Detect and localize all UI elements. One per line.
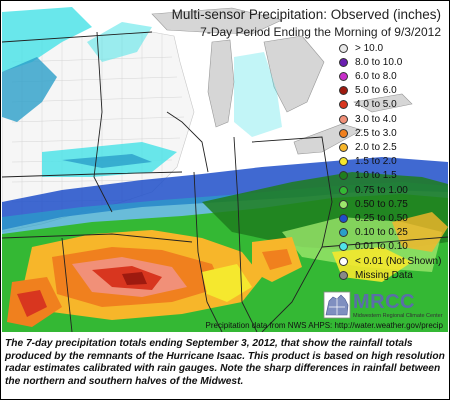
legend-label: 6.0 to 8.0 — [355, 70, 397, 82]
legend-item: 0.75 to 1.00 — [339, 183, 408, 197]
map-subtitle: 7-Day Period Ending the Morning of 9/3/2… — [200, 25, 441, 39]
legend-label: 2.5 to 3.0 — [355, 127, 397, 139]
legend-label: 0.75 to 1.00 — [355, 184, 408, 196]
legend-swatch — [339, 142, 348, 152]
legend-swatch — [339, 242, 348, 252]
legend-item: 8.0 to 10.0 — [339, 55, 402, 69]
precipitation-map — [2, 2, 448, 332]
legend-label: 5.0 to 6.0 — [355, 85, 397, 97]
legend-label: < 0.01 (Not Shown) — [355, 255, 442, 267]
county-grid — [11, 33, 185, 227]
legend-swatch — [339, 228, 348, 238]
legend-label: Missing Data — [355, 269, 413, 281]
logo-subtext: Midwestern Regional Climate Center — [353, 313, 443, 319]
legend-swatch — [339, 213, 348, 223]
legend-swatch — [339, 157, 348, 167]
lake-ontario — [353, 93, 413, 113]
legend-item: 3.0 to 4.0 — [339, 112, 397, 126]
legend-label: 1.5 to 2.0 — [355, 156, 397, 168]
legend-item: 2.5 to 3.0 — [339, 126, 397, 140]
light-rain-band-dakota — [2, 57, 57, 122]
map-title: Multi-sensor Precipitation: Observed (in… — [171, 7, 441, 22]
legend-swatch — [339, 171, 348, 181]
legend-item: 0.50 to 0.75 — [339, 197, 408, 211]
legend-item: 1.0 to 1.5 — [339, 169, 397, 183]
legend-swatch — [339, 43, 348, 53]
legend-item: > 10.0 — [339, 41, 383, 55]
legend-swatch — [339, 71, 348, 81]
legend-label: 0.01 to 0.10 — [355, 241, 408, 253]
legend-item: 5.0 to 6.0 — [339, 84, 397, 98]
legend-item: 0.10 to 0.25 — [339, 226, 408, 240]
light-rain-band-north — [2, 7, 92, 72]
legend-label: 0.50 to 0.75 — [355, 198, 408, 210]
legend-item: 2.0 to 2.5 — [339, 140, 397, 154]
legend-item: 4.0 to 5.0 — [339, 98, 397, 112]
legend-item: Missing Data — [339, 268, 413, 282]
legend-label: 0.10 to 0.25 — [355, 227, 408, 239]
legend-label: 2.0 to 2.5 — [355, 141, 397, 153]
legend-swatch — [339, 199, 348, 209]
logo-graphic — [323, 291, 351, 319]
lake-huron — [263, 35, 325, 113]
legend-label: > 10.0 — [355, 42, 384, 54]
legend-label: 8.0 to 10.0 — [355, 56, 403, 68]
legend-label: 3.0 to 4.0 — [355, 113, 397, 125]
state-borders — [2, 31, 448, 332]
lake-superior — [151, 7, 283, 35]
legend-swatch — [339, 57, 348, 67]
caption: The 7-day precipitation totals ending Se… — [5, 338, 445, 387]
legend-item: 0.01 to 0.10 — [339, 240, 408, 254]
legend-swatch — [339, 86, 348, 96]
legend-swatch — [339, 270, 348, 280]
logo-text: MRCC — [353, 291, 415, 313]
data-source: Precipitation data from NWS AHPS: http:/… — [205, 321, 443, 330]
legend-swatch — [339, 114, 348, 124]
mrcc-logo: MRCC Midwestern Regional Climate Center — [323, 291, 443, 319]
legend-item: 6.0 to 8.0 — [339, 69, 397, 83]
legend-item: 0.25 to 0.50 — [339, 211, 408, 225]
lake-michigan — [207, 39, 235, 128]
legend-item: 1.5 to 2.0 — [339, 155, 397, 169]
legend-label: 1.0 to 1.5 — [355, 170, 397, 182]
legend-swatch — [339, 100, 348, 110]
legend-swatch — [339, 128, 348, 138]
legend-swatch — [339, 185, 348, 195]
legend-item: < 0.01 (Not Shown) — [339, 254, 441, 268]
legend-label: 0.25 to 0.50 — [355, 212, 408, 224]
legend-swatch — [339, 256, 348, 266]
legend-label: 4.0 to 5.0 — [355, 99, 397, 111]
